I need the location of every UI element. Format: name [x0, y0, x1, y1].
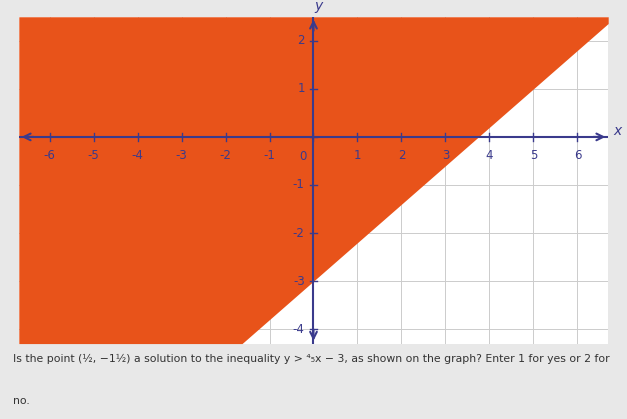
Text: 2: 2 — [297, 34, 305, 47]
Text: -4: -4 — [293, 323, 305, 336]
Text: -4: -4 — [132, 149, 144, 162]
Text: -2: -2 — [219, 149, 231, 162]
Text: 1: 1 — [354, 149, 361, 162]
Text: -1: -1 — [263, 149, 275, 162]
Text: -3: -3 — [176, 149, 187, 162]
Text: Is the point (½, −1½) a solution to the inequality y > ⁴₅x − 3, as shown on the : Is the point (½, −1½) a solution to the … — [13, 354, 609, 364]
Text: 4: 4 — [486, 149, 493, 162]
Text: y: y — [315, 0, 323, 13]
Text: -2: -2 — [293, 227, 305, 240]
Text: x: x — [613, 124, 622, 138]
Text: -5: -5 — [88, 149, 100, 162]
Text: 3: 3 — [442, 149, 449, 162]
Text: -3: -3 — [293, 274, 305, 287]
Text: 5: 5 — [530, 149, 537, 162]
Text: 1: 1 — [297, 83, 305, 96]
Text: 2: 2 — [398, 149, 405, 162]
Text: -6: -6 — [44, 149, 56, 162]
Text: -1: -1 — [293, 178, 305, 191]
Text: no.: no. — [13, 396, 29, 406]
Text: 0: 0 — [299, 150, 306, 163]
Text: 6: 6 — [574, 149, 581, 162]
